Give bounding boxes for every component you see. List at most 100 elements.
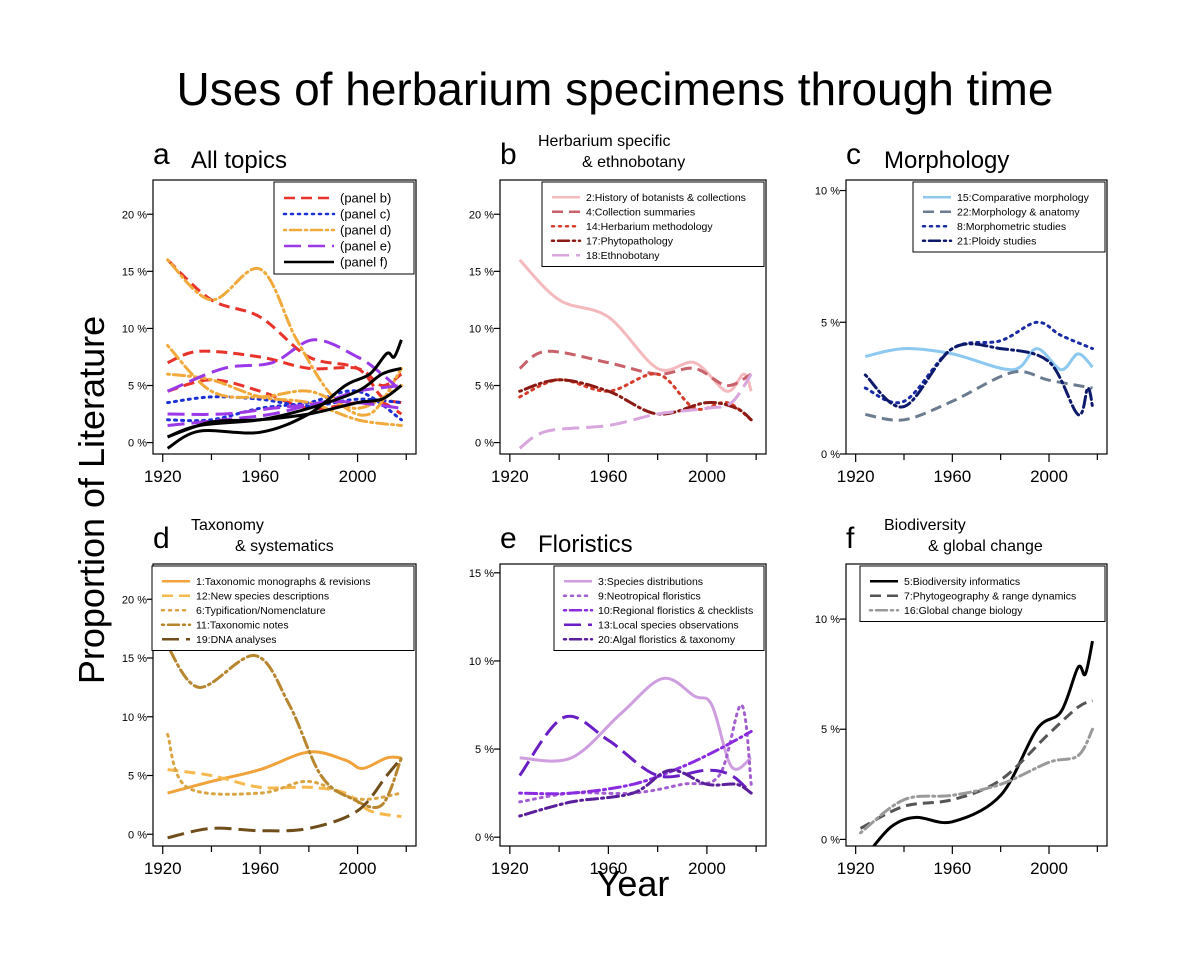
legend-label: 6:Typification/Nomenclature [196, 605, 326, 617]
x-tick-label: 2000 [339, 859, 377, 878]
series-line-f-0 [871, 640, 1094, 846]
panel-a: 1920 1960 2000 0 % 5 % 10 % 15 % 20 % a All topic… [122, 138, 417, 486]
series-line-a-1 [167, 349, 403, 388]
x-tick-label: 1920 [144, 859, 182, 878]
legend-label: 14:Herbarium methodology [586, 221, 713, 233]
legend: 3:Species distributions 9:Neotropical flo… [553, 565, 765, 651]
series-line-a-7 [166, 372, 403, 427]
legend-label: (panel e) [340, 239, 391, 254]
x-tick-label: 1920 [837, 859, 875, 878]
plot-frame [152, 179, 417, 455]
legend-label: (panel f) [340, 255, 388, 270]
x-tick-label: 2000 [688, 859, 726, 878]
panel-e: 1920 1960 2000 0 % 5 % 10 % 15 % e Floristics 3:S… [469, 522, 767, 878]
panel-title: All topics [191, 147, 287, 174]
x-tick-label: 1920 [491, 859, 529, 878]
panel-title: Morphology [884, 147, 1009, 174]
y-tick-label: 20 % [122, 594, 147, 606]
series-line-b-0 [518, 258, 753, 393]
panel-title: Floristics [538, 531, 633, 558]
panel-letter: c [846, 138, 861, 171]
legend-label: 18:Ethnobotany [586, 250, 660, 262]
legend: 5:Biodiversity informatics 7:Phytogeograp… [859, 565, 1106, 622]
legend: 1:Taxonomic monographs & revisions 12:New… [151, 565, 415, 651]
plot-frame [152, 563, 417, 847]
legend-label: 3:Species distributions [598, 576, 703, 588]
y-tick-label: 0 % [128, 829, 147, 841]
legend-label: 20:Algal floristics & taxonomy [598, 634, 736, 646]
panel-letter: b [500, 138, 517, 171]
series-line-a-13 [167, 384, 403, 439]
x-tick-label: 1920 [144, 467, 182, 486]
legend-label: 22:Morphology & anatomy [957, 207, 1080, 219]
series-line-d-3 [166, 644, 403, 810]
panel-d: 1920 1960 2000 0 % 5 % 10 % 15 % 20 % d Taxonomy &… [122, 517, 417, 878]
legend-label: 7:Phytogeography & range dynamics [904, 591, 1076, 603]
legend-label: 8:Morphometric studies [957, 221, 1066, 233]
legend-label: (panel d) [340, 223, 391, 238]
panel-b: 1920 1960 2000 0 % 5 % 10 % 15 % 20 % b Herbarium… [469, 133, 767, 486]
panel-title-line1: Taxonomy [191, 517, 264, 534]
series-line-a-8 [167, 338, 403, 393]
y-tick-label: 5 % [128, 771, 147, 783]
panel-title-line1: Herbarium specific [538, 133, 670, 150]
panel-c: 1920 1960 2000 0 % 5 % 10 % c Morphology 15:Comp… [815, 138, 1108, 486]
y-tick-label: 10 % [815, 614, 840, 626]
series-line-e-4 [518, 768, 753, 818]
series-line-a-6 [166, 344, 403, 410]
panel-title-line2: & ethnobotany [582, 154, 685, 171]
panel-title-line2: & global change [928, 538, 1043, 555]
legend-label: 17:Phytopathology [586, 236, 674, 248]
panel-title-line1: Biodiversity [884, 517, 966, 534]
x-tick-label: 1960 [933, 859, 971, 878]
x-tick-label: 1960 [933, 467, 971, 486]
series-line-a-3 [166, 395, 403, 408]
y-tick-label: 10 % [469, 656, 494, 668]
y-tick-label: 0 % [821, 834, 840, 846]
legend-label: 4:Collection summaries [586, 207, 695, 219]
y-tick-label: 5 % [821, 724, 840, 736]
series-line-d-4 [167, 756, 403, 840]
legend-label: 13:Local species observations [598, 620, 739, 632]
series-group [166, 644, 403, 840]
panel-letter: e [500, 522, 517, 555]
panel-letter: f [846, 522, 855, 555]
y-tick-label: 5 % [475, 744, 494, 756]
x-tick-label: 1960 [241, 859, 279, 878]
series-line-e-3 [518, 714, 753, 795]
series-line-f-2 [859, 727, 1094, 835]
legend-label: (panel b) [340, 191, 391, 206]
legend-box [273, 181, 415, 275]
plot-frame [499, 563, 767, 847]
series-line-b-3 [518, 378, 753, 422]
y-tick-label: 15 % [122, 266, 147, 278]
legend-box [151, 565, 415, 651]
series-group [859, 640, 1094, 846]
x-tick-label: 1960 [589, 859, 627, 878]
legend-label: 5:Biodiversity informatics [904, 576, 1020, 588]
y-tick-label: 0 % [128, 438, 147, 450]
y-axis-label: Proportion of Literature [71, 316, 112, 684]
legend-label: (panel c) [340, 207, 391, 222]
series-line-a-5 [166, 258, 403, 417]
series-line-c-2 [863, 320, 1094, 405]
series-group [166, 258, 403, 450]
series-line-d-0 [167, 750, 402, 795]
plot-frame [845, 563, 1108, 847]
legend: 2:History of botanists & collections 4:Co… [541, 181, 765, 267]
x-tick-label: 2000 [688, 467, 726, 486]
y-tick-label: 10 % [122, 712, 147, 724]
y-tick-label: 10 % [469, 323, 494, 335]
legend: (panel b)(panel c)(panel d)(panel e)(pan… [273, 181, 415, 275]
legend: 15:Comparative morphology 22:Morphology &… [912, 181, 1106, 253]
x-tick-label: 1960 [589, 467, 627, 486]
legend-label: 1:Taxonomic monographs & revisions [196, 576, 371, 588]
legend-label: 9:Neotropical floristics [598, 591, 701, 603]
series-line-c-0 [864, 347, 1094, 372]
x-tick-label: 2000 [1030, 859, 1068, 878]
y-tick-label: 10 % [815, 186, 840, 198]
y-tick-label: 0 % [821, 449, 840, 461]
panel-f: 1920 1960 2000 0 % 5 % 10 % f Biodiversity & glo… [815, 517, 1108, 878]
y-tick-label: 0 % [475, 832, 494, 844]
